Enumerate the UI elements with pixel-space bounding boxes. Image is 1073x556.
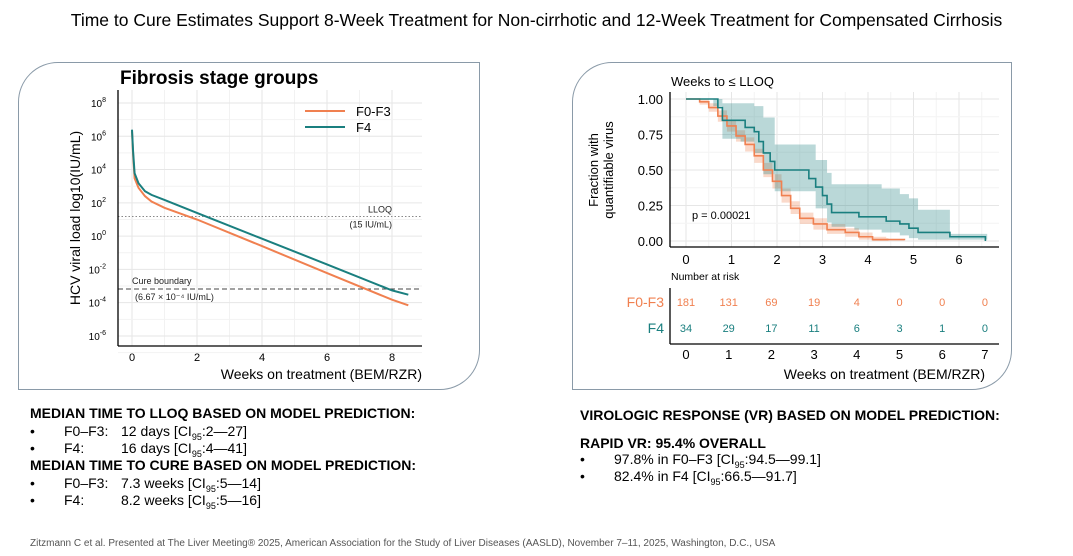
- lloq-heading: MEDIAN TIME TO LLOQ BASED ON MODEL PREDI…: [30, 405, 416, 421]
- x-tick-label: 4: [259, 352, 265, 364]
- risk-count: 19: [808, 297, 820, 309]
- cure-heading: MEDIAN TIME TO CURE BASED ON MODEL PREDI…: [30, 457, 417, 473]
- x-tick-label: 0: [129, 352, 135, 364]
- rapid-vr-heading: RAPID VR: 95.4% OVERALL: [580, 435, 766, 451]
- right-summary: VIROLOGIC RESPONSE (VR) BASED ON MODEL P…: [580, 407, 1000, 487]
- left-chart-panel: [18, 62, 480, 390]
- x-tick-label: 1: [728, 252, 735, 267]
- y-tick-label: 102: [91, 197, 106, 210]
- risk-x-tick-label: 1: [725, 347, 732, 362]
- risk-count: 4: [854, 297, 860, 309]
- list-item: • F0–F3: 7.3 weeks [CI95:5—14]: [30, 475, 261, 494]
- y-tick-label: 100: [91, 230, 106, 243]
- y-tick-label: 106: [91, 130, 106, 143]
- risk-x-tick-label: 6: [939, 347, 946, 362]
- y-tick-label: 10-2: [89, 263, 106, 276]
- risk-count: 1: [939, 323, 945, 335]
- y-tick-label: 108: [91, 97, 106, 110]
- ci-band-f4: [686, 99, 988, 240]
- chart-title: Weeks to ≤ LLOQ: [671, 74, 774, 89]
- left-summary: MEDIAN TIME TO LLOQ BASED ON MODEL PREDI…: [30, 405, 417, 511]
- risk-x-tick-label: 0: [682, 347, 689, 362]
- legend-label: F0-F3: [356, 104, 391, 119]
- y-tick-label: 0.00: [638, 234, 663, 249]
- x-tick-label: 6: [955, 252, 962, 267]
- risk-x-tick-label: 7: [981, 347, 988, 362]
- x-tick-label: 4: [864, 252, 871, 267]
- risk-count: 0: [896, 297, 902, 309]
- x-axis-title: Weeks on treatment (BEM/RZR): [221, 366, 422, 382]
- x-tick-label: 5: [910, 252, 917, 267]
- y-tick-label: 104: [91, 164, 106, 177]
- citation-footer: Zitzmann C et al. Presented at The Liver…: [30, 538, 776, 549]
- chart-title: Fibrosis stage groups: [120, 68, 318, 89]
- risk-table-title: Number at risk: [671, 271, 740, 283]
- risk-count: 181: [677, 297, 695, 309]
- p-value: p = 0.00021: [692, 210, 750, 222]
- lloq-sublabel: (15 IU/mL): [349, 220, 392, 230]
- y-tick-label: 1.00: [638, 92, 663, 107]
- slide-title: Time to Cure Estimates Support 8-Week Tr…: [70, 10, 1003, 30]
- x-tick-label: 3: [819, 252, 826, 267]
- vr-heading: VIROLOGIC RESPONSE (VR) BASED ON MODEL P…: [580, 407, 1000, 423]
- risk-count: 0: [982, 297, 988, 309]
- risk-count: 6: [854, 323, 860, 335]
- y-axis-title: HCV viral load log10(IU/mL): [67, 131, 83, 305]
- list-item: • F4: 16 days [CI95:4—41]: [30, 440, 247, 459]
- risk-row-label: F4: [648, 320, 665, 336]
- y-tick-label: 10-6: [89, 330, 106, 343]
- list-item: • F0–F3: 12 days [CI95:2—27]: [30, 423, 247, 442]
- y-tick-label: 0.25: [638, 199, 663, 214]
- cure-boundary-sublabel: (6.67 × 10⁻⁴ IU/mL): [135, 292, 214, 302]
- legend-label: F4: [356, 120, 371, 135]
- series-line-f4: [131, 129, 409, 296]
- cure-boundary-label: Cure boundary: [132, 276, 192, 286]
- lloq-label: LLOQ: [368, 205, 392, 215]
- list-item: • 97.8% in F0–F3 [CI95:94.5—99.1]: [580, 451, 821, 470]
- risk-row-label: F0-F3: [627, 294, 665, 310]
- risk-count: 0: [982, 323, 988, 335]
- risk-count: 11: [808, 323, 819, 335]
- risk-x-tick-label: 2: [768, 347, 775, 362]
- risk-count: 34: [680, 323, 692, 335]
- km-curve-f4: [686, 98, 987, 241]
- km-curve-f0-f3: [686, 98, 906, 241]
- y-tick-label: 0.75: [638, 128, 663, 143]
- right-chart-panel: [572, 62, 1012, 390]
- y-tick-label: 0.50: [638, 163, 663, 178]
- risk-x-tick-label: 3: [810, 347, 817, 362]
- risk-count: 0: [939, 297, 945, 309]
- risk-count: 131: [720, 297, 738, 309]
- x-tick-label: 2: [773, 252, 780, 267]
- y-tick-label: 10-4: [89, 297, 106, 310]
- risk-count: 17: [765, 323, 777, 335]
- risk-count: 3: [896, 323, 902, 335]
- risk-count: 29: [723, 323, 735, 335]
- risk-count: 69: [765, 297, 777, 309]
- x-tick-label: 2: [194, 352, 200, 364]
- x-tick-label: 0: [682, 252, 689, 267]
- x-axis-title: Weeks on treatment (BEM/RZR): [784, 366, 985, 382]
- list-item: • 82.4% in F4 [CI95:66.5—91.7]: [580, 468, 797, 487]
- x-tick-label: 8: [389, 352, 395, 364]
- y-axis-title: Fraction withquantifiable virus: [586, 121, 616, 219]
- x-tick-label: 6: [324, 352, 330, 364]
- list-item: • F4: 8.2 weeks [CI95:5—16]: [30, 492, 261, 511]
- risk-x-tick-label: 5: [896, 347, 903, 362]
- risk-x-tick-label: 4: [853, 347, 860, 362]
